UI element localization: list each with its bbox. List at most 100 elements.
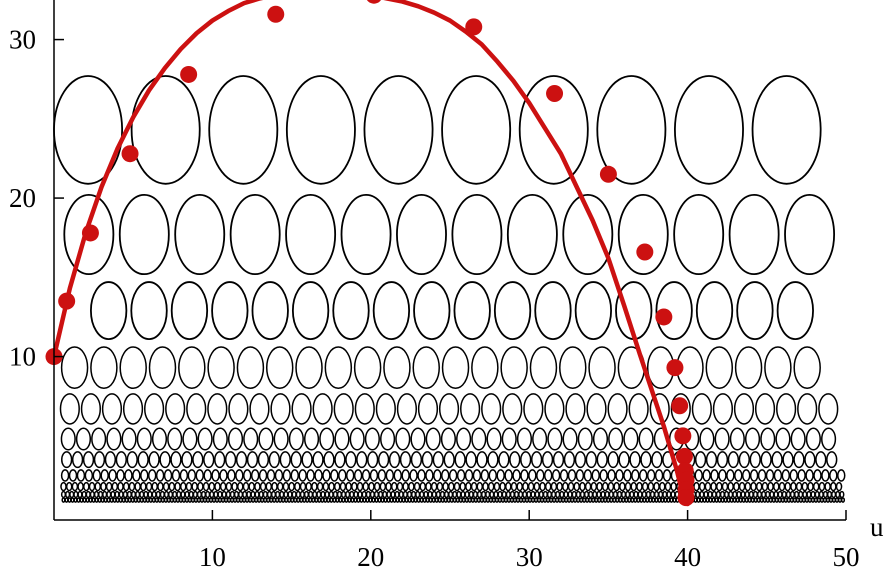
ellipse-row-5 [628, 393, 649, 425]
ellipse-row-2 [340, 193, 392, 276]
ellipse-row-6 [699, 427, 715, 451]
ellipse-row-9 [208, 481, 216, 492]
ellipse-row-11 [503, 497, 508, 503]
ellipse-row-9 [248, 481, 255, 492]
ellipse-row-7 [126, 451, 138, 469]
ellipse-row-11 [774, 497, 779, 503]
ellipse-tiling [53, 75, 846, 503]
ellipse-row-9 [219, 481, 227, 492]
ellipse-row-9 [305, 481, 312, 492]
ellipse-row-11 [148, 497, 153, 503]
ellipse-row-11 [555, 497, 560, 503]
ellipse-row-7 [574, 451, 587, 469]
ellipse-row-3 [736, 281, 774, 341]
ellipse-row-3 [372, 281, 411, 341]
ellipse-row-11 [473, 497, 478, 503]
ellipse-row-8 [829, 469, 838, 482]
ellipse-row-11 [672, 497, 677, 503]
ellipse-row-9 [767, 481, 774, 492]
ellipse-row-8 [837, 469, 846, 482]
ellipse-row-11 [624, 497, 629, 503]
ellipse-row-10 [575, 490, 581, 499]
ellipse-row-11 [323, 497, 328, 503]
ellipse-row-11 [64, 497, 69, 503]
ellipse-row-10 [744, 490, 750, 499]
ellipse-row-11 [771, 497, 776, 503]
ellipse-row-6 [744, 427, 761, 451]
ellipse-row-11 [160, 497, 165, 503]
ellipse-row-11 [509, 497, 514, 503]
ellipse-row-9 [122, 481, 130, 492]
ellipse-row-11 [85, 497, 90, 503]
ellipse-row-10 [761, 490, 767, 499]
ellipse-row-11 [350, 497, 355, 503]
ellipse-row-11 [765, 497, 770, 503]
ellipse-row-10 [493, 490, 499, 499]
ellipse-row-11 [798, 497, 803, 503]
x-tick-label: 50 [833, 542, 860, 572]
ellipse-row-10 [73, 490, 79, 499]
ellipse-row-9 [419, 481, 427, 492]
trajectory-point [180, 65, 198, 83]
ellipse-row-11 [600, 497, 605, 503]
y-tick-label: 20 [9, 183, 36, 213]
ellipse-row-10 [456, 490, 462, 499]
ellipse-row-11 [311, 497, 316, 503]
ellipse-row-7 [618, 451, 630, 469]
ellipse-row-10 [353, 490, 359, 499]
ellipse-row-11 [202, 497, 208, 503]
ellipse-row-11 [747, 497, 752, 503]
ellipse-row-9 [487, 481, 495, 492]
ellipse-row-11 [666, 497, 671, 503]
ellipse-row-11 [597, 497, 602, 503]
trajectory-point [666, 359, 684, 377]
ellipse-row-9 [265, 481, 273, 492]
ellipse-row-10 [205, 490, 211, 499]
ellipse-row-8 [504, 469, 513, 482]
ellipse-row-9 [812, 481, 820, 492]
ellipse-row-5 [565, 393, 586, 425]
ellipse-row-11 [79, 497, 84, 503]
ellipse-row-11 [115, 497, 120, 503]
ellipse-row-7 [749, 451, 761, 469]
ellipse-row-10 [365, 490, 371, 499]
ellipse-row-10 [534, 490, 540, 499]
ellipse-row-9 [835, 481, 843, 492]
ellipse-row-6 [395, 427, 411, 451]
ellipse-row-7 [82, 451, 95, 469]
ellipse-row-9 [516, 481, 523, 492]
ellipse-row-11 [88, 497, 93, 503]
ellipse-row-10 [254, 490, 260, 499]
ellipse-row-2 [673, 193, 725, 276]
ellipse-row-3 [211, 281, 249, 341]
ellipse-row-6 [471, 427, 487, 451]
ellipse-row-7 [552, 451, 565, 469]
ellipse-row-6 [775, 427, 791, 451]
trajectory-point [81, 224, 99, 242]
ellipse-row-9 [356, 481, 364, 492]
ellipse-row-10 [266, 490, 272, 499]
ellipse-row-8 [147, 469, 157, 482]
ellipse-row-10 [555, 490, 561, 499]
ellipse-row-11 [395, 497, 400, 503]
ellipse-row-11 [67, 497, 72, 503]
ellipse-row-9 [704, 481, 712, 492]
ellipse-row-10 [250, 490, 256, 499]
ellipse-row-9 [824, 481, 831, 492]
trajectory-point [267, 5, 285, 23]
ellipse-row-8 [520, 469, 529, 482]
ellipse-row-9 [225, 481, 233, 492]
ellipse-row-11 [756, 497, 761, 503]
ellipse-row-10 [715, 490, 721, 499]
ellipse-row-9 [71, 481, 79, 492]
ellipse-row-11 [377, 497, 382, 503]
ellipse-row-9 [322, 481, 330, 492]
ellipse-row-9 [755, 481, 763, 492]
ellipse-row-7 [509, 451, 521, 469]
ellipse-row-11 [196, 497, 202, 503]
ellipse-row-11 [606, 497, 611, 503]
ellipse-row-7 [181, 451, 193, 469]
ellipse-row-9 [214, 481, 221, 492]
ellipse-row-8 [623, 469, 632, 482]
ellipse-row-9 [168, 481, 176, 492]
